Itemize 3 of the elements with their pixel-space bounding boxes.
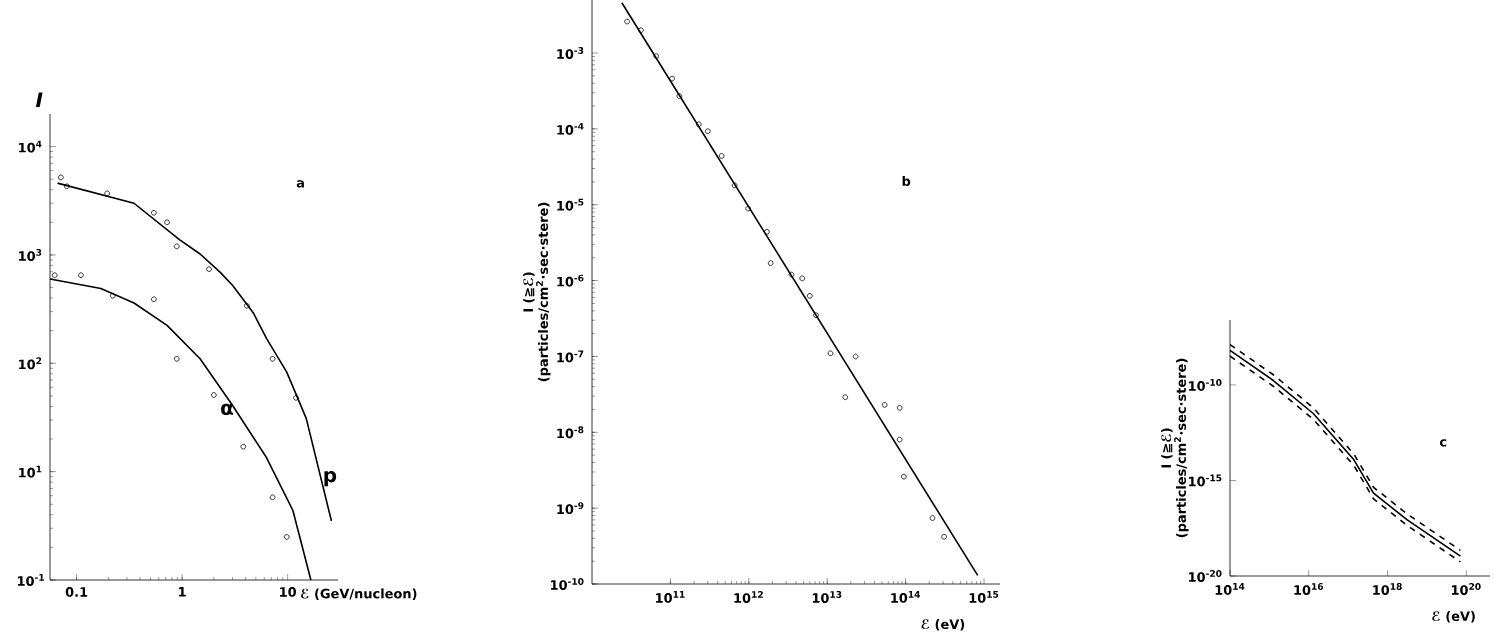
series-label: p xyxy=(324,471,337,487)
series-label: α xyxy=(221,403,234,416)
y-axis-title: I xyxy=(35,92,43,107)
